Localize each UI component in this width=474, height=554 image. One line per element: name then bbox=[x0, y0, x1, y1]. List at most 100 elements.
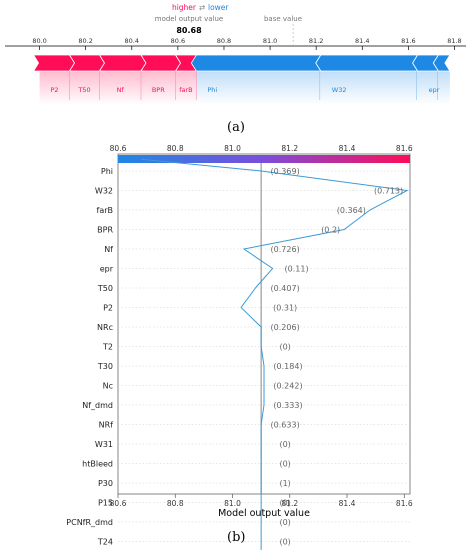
feature-name: T30 bbox=[97, 362, 113, 371]
negative-segment bbox=[432, 54, 451, 72]
top-tick-label: 80.6 bbox=[110, 144, 127, 153]
positive-feature-label: Nf bbox=[117, 86, 125, 94]
feature-name: T24 bbox=[97, 538, 113, 547]
feature-value-label: (0) bbox=[279, 440, 290, 449]
negative-shading bbox=[196, 71, 450, 105]
positive-segment bbox=[98, 54, 147, 72]
feature-name: NRf bbox=[99, 421, 114, 430]
feature-value-label: (0.206) bbox=[271, 323, 300, 332]
force-tick-label: 80.8 bbox=[217, 37, 231, 45]
top-tick-label: 81.2 bbox=[281, 144, 298, 153]
feature-name: BPR bbox=[97, 226, 113, 235]
force-tick-label: 80.6 bbox=[171, 37, 185, 45]
bottom-tick-label: 81.4 bbox=[339, 499, 356, 508]
feature-value-label: (0.242) bbox=[273, 382, 302, 391]
feature-name: epr bbox=[100, 265, 114, 274]
x-axis-label: Model output value bbox=[218, 508, 310, 519]
feature-value-label: (0) bbox=[279, 460, 290, 469]
positive-segment bbox=[140, 54, 182, 72]
positive-feature-label: farB bbox=[179, 86, 192, 94]
top-tick-label: 81.4 bbox=[339, 144, 356, 153]
decision-bottom-ticks: 80.6 80.8 81.0 81.2 81.4 81.6 bbox=[110, 494, 413, 508]
feature-name: farB bbox=[97, 206, 114, 215]
positive-segment bbox=[68, 54, 105, 72]
feature-name: W32 bbox=[95, 187, 113, 196]
bottom-tick-label: 80.8 bbox=[167, 499, 184, 508]
negative-feature-label: W32 bbox=[332, 86, 347, 94]
feature-value-label: (0.369) bbox=[271, 167, 300, 176]
feature-name: htBleed bbox=[82, 460, 113, 469]
legend-lower: lower bbox=[208, 3, 229, 12]
feature-value-label: (0.713) bbox=[374, 187, 403, 196]
feature-name: NRc bbox=[97, 323, 113, 332]
force-shading bbox=[39, 71, 450, 105]
decision-path-line bbox=[140, 158, 409, 554]
negative-segment bbox=[315, 54, 419, 72]
force-segments bbox=[32, 54, 451, 72]
output-value: 80.68 bbox=[176, 26, 202, 35]
feature-name: PCNfR_dmd bbox=[66, 518, 113, 527]
feature-value-label: (0) bbox=[279, 343, 290, 352]
feature-name: T2 bbox=[102, 343, 113, 352]
feature-value-label: (0.11) bbox=[285, 265, 309, 274]
top-tick-label: 80.8 bbox=[167, 144, 184, 153]
feature-value-label: (0) bbox=[279, 538, 290, 547]
colorbar bbox=[118, 155, 410, 163]
feature-name: Nf_dmd bbox=[82, 401, 113, 410]
feature-value-label: (0.2) bbox=[321, 226, 340, 235]
feature-value-label: (0.333) bbox=[273, 401, 302, 410]
feature-name: P15 bbox=[98, 499, 113, 508]
force-tick-label: 81.8 bbox=[447, 37, 461, 45]
feature-value-label: (0.364) bbox=[337, 206, 366, 215]
force-tick-label: 81.0 bbox=[263, 37, 277, 45]
feature-value-label: (0) bbox=[279, 518, 290, 527]
decision-top-ticks: 80.6 80.8 81.0 81.2 81.4 81.6 bbox=[110, 144, 413, 153]
feature-value-label: (0) bbox=[279, 499, 290, 508]
positive-feature-label: BPR bbox=[152, 86, 165, 94]
output-label: model output value bbox=[155, 15, 223, 23]
panel-label-a: (a) bbox=[227, 120, 245, 135]
feature-name: P2 bbox=[103, 304, 113, 313]
feature-name: Nc bbox=[103, 382, 113, 391]
feature-name: P30 bbox=[98, 479, 113, 488]
positive-shading bbox=[39, 71, 197, 105]
bottom-tick-label: 81.6 bbox=[396, 499, 413, 508]
force-feature-labels: P2 T50 Nf BPR farB Phi W32 epr bbox=[51, 71, 440, 100]
force-tick-label: 81.6 bbox=[401, 37, 415, 45]
negative-feature-label: epr bbox=[429, 86, 440, 94]
force-tick-label: 80.4 bbox=[125, 37, 139, 45]
force-plot: higher ⇄ lower model output value 80.68 … bbox=[5, 3, 466, 105]
bottom-tick-label: 81.2 bbox=[281, 499, 298, 508]
decision-plot-frame bbox=[117, 153, 411, 495]
feature-value-label: (1) bbox=[279, 479, 290, 488]
positive-segment bbox=[32, 54, 76, 72]
feature-value-label: (0.407) bbox=[271, 284, 300, 293]
panel-label-b: (b) bbox=[227, 530, 246, 545]
force-tick-label: 81.4 bbox=[355, 37, 369, 45]
feature-name: Phi bbox=[101, 167, 113, 176]
feature-value-label: (0.31) bbox=[273, 304, 297, 313]
decision-feature-values: (0.369) (0.713) (0.364) (0.2) (0.726) (0.11) (… bbox=[271, 167, 404, 547]
feature-value-label: (0.633) bbox=[271, 421, 300, 430]
feature-value-label: (0.184) bbox=[273, 362, 302, 371]
positive-feature-label: T50 bbox=[77, 86, 90, 94]
decision-feature-names: Phi W32 farB BPR Nf epr T50 P2 NRc T2 T30 Nc Nf_dmd N… bbox=[66, 167, 113, 547]
decision-plot: 80.6 80.8 81.0 81.2 81.4 81.6 80.6 80.8 81.0 81.… bbox=[66, 144, 413, 554]
top-tick-label: 81.0 bbox=[224, 144, 241, 153]
force-tick-label: 80.0 bbox=[32, 37, 46, 45]
force-tick-label: 80.2 bbox=[78, 37, 92, 45]
top-tick-label: 81.6 bbox=[396, 144, 413, 153]
feature-value-label: (0.726) bbox=[271, 245, 300, 254]
bottom-tick-label: 80.6 bbox=[110, 499, 127, 508]
negative-segment bbox=[190, 54, 322, 72]
legend-higher: higher bbox=[172, 3, 197, 12]
positive-feature-label: P2 bbox=[51, 86, 59, 94]
legend-arrows-icon: ⇄ bbox=[199, 3, 205, 12]
base-value-label: base value bbox=[264, 15, 302, 23]
negative-feature-label: Phi bbox=[207, 86, 217, 94]
force-axis-ticks: 80.0 80.2 80.4 80.6 80.8 81.0 81.2 81.4 81.6 81.8 bbox=[32, 24, 462, 50]
feature-name: Nf bbox=[104, 245, 113, 254]
feature-name: W31 bbox=[95, 440, 113, 449]
